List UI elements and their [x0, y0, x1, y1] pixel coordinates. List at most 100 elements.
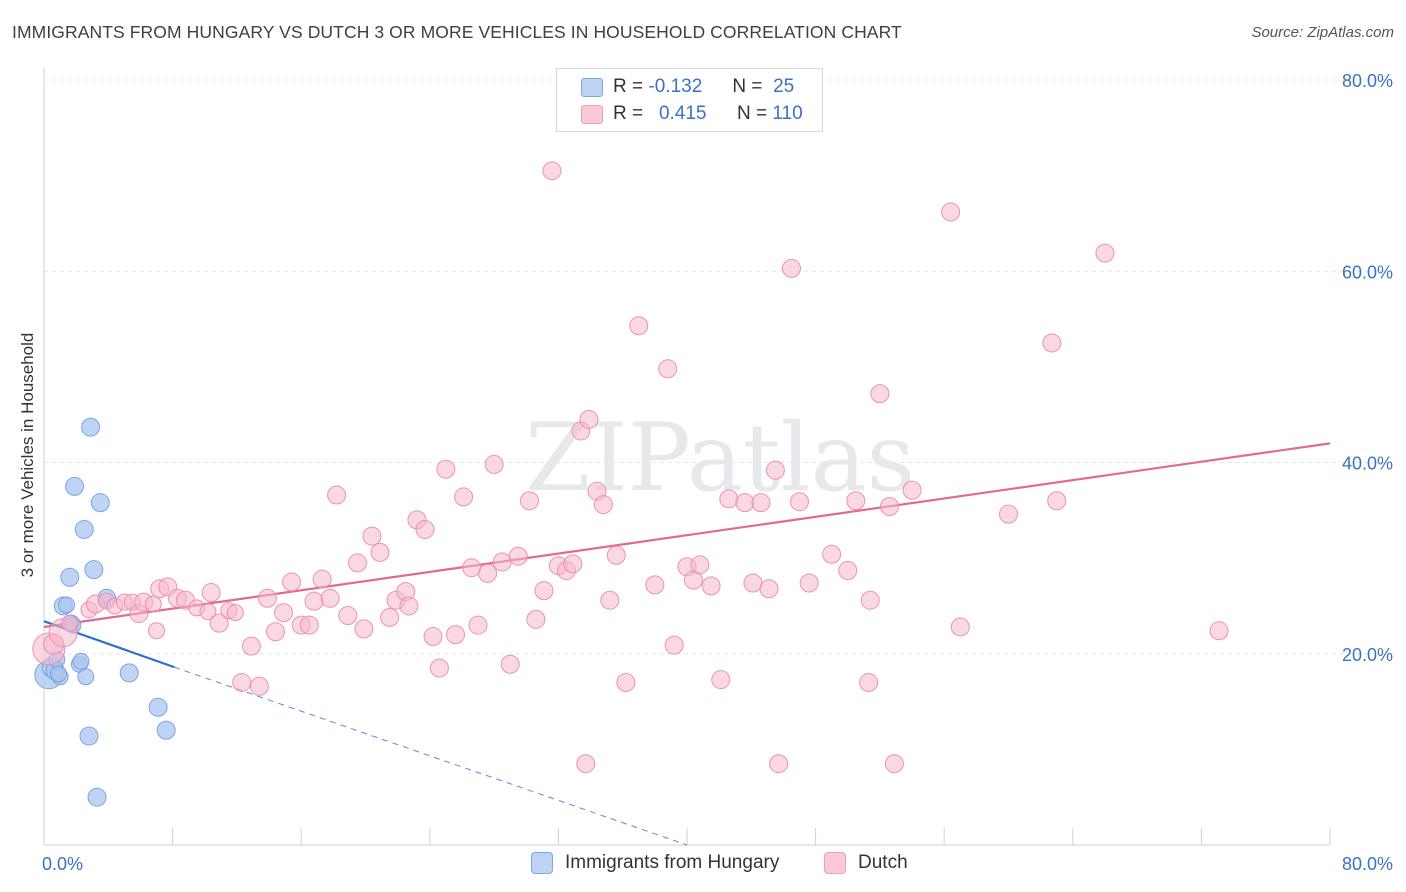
data-point — [241, 636, 261, 656]
data-point — [1047, 491, 1067, 511]
data-point — [616, 672, 636, 692]
y-tick-label: 60.0% — [1342, 262, 1393, 282]
data-point — [87, 787, 107, 807]
legend-swatch-dutch — [581, 104, 603, 124]
trend-line-hungary-extension — [174, 666, 688, 846]
data-point — [542, 161, 562, 181]
data-point — [519, 491, 539, 511]
data-point — [72, 652, 90, 670]
data-point — [282, 572, 302, 592]
x-tick-label: 0.0% — [42, 854, 83, 874]
data-point — [429, 658, 449, 678]
data-point — [354, 619, 374, 639]
bottom-legend-label-dutch: Dutch — [858, 852, 908, 873]
legend-n-value: 110 — [772, 103, 803, 124]
data-point — [74, 519, 94, 539]
legend-row-hungary: R = -0.132 N = 25 — [581, 74, 794, 100]
data-point — [60, 567, 80, 587]
legend-n-value: 25 — [773, 76, 795, 97]
data-point — [658, 359, 678, 379]
data-point — [58, 596, 76, 614]
data-point — [751, 493, 771, 513]
data-point — [370, 542, 390, 562]
legend-swatch-hungary — [581, 77, 603, 97]
data-point — [950, 617, 970, 637]
data-point — [759, 579, 779, 599]
data-point — [743, 573, 763, 593]
data-point — [462, 558, 482, 578]
data-point — [201, 583, 221, 603]
legend-r-label: R = — [613, 103, 644, 124]
data-point — [884, 754, 904, 774]
data-point — [799, 573, 819, 593]
source-label: Source: ZipAtlas.com — [1251, 24, 1394, 41]
bottom-legend: Immigrants from Hungary Dutch — [0, 852, 1406, 878]
data-point — [148, 622, 166, 640]
data-point — [902, 480, 922, 500]
data-point — [84, 560, 104, 580]
data-point — [299, 615, 319, 635]
data-point — [859, 672, 879, 692]
data-point — [860, 590, 880, 610]
data-point — [148, 697, 168, 717]
grid-lines — [44, 79, 1392, 655]
data-point — [781, 258, 801, 278]
legend-r-label: R = — [613, 76, 644, 97]
data-point — [274, 603, 294, 623]
data-point — [838, 561, 858, 581]
data-point — [304, 591, 324, 611]
data-point — [144, 595, 162, 613]
data-point — [90, 493, 110, 513]
data-point — [156, 720, 176, 740]
y-axis-label: 3 or more Vehicles in Household — [18, 332, 37, 578]
data-point — [735, 493, 755, 513]
data-point — [593, 495, 613, 515]
data-point — [446, 625, 466, 645]
data-point — [399, 596, 419, 616]
data-point — [199, 603, 217, 621]
data-point — [362, 526, 382, 546]
data-point — [265, 622, 285, 642]
bottom-legend-swatch-dutch — [824, 852, 846, 874]
data-point — [1209, 621, 1229, 641]
legend: R = -0.132 N = 25 R = 0.415 N = 110 — [556, 68, 823, 132]
data-point — [629, 316, 649, 336]
data-point — [1095, 243, 1115, 263]
data-point — [454, 487, 474, 507]
data-point — [790, 492, 810, 512]
data-point — [492, 552, 512, 572]
y-tick-label: 80.0% — [1342, 71, 1393, 91]
data-point — [312, 569, 332, 589]
y-tick-label: 20.0% — [1342, 645, 1393, 665]
data-point — [415, 519, 435, 539]
legend-n-label: N = — [736, 103, 768, 124]
data-point — [81, 417, 101, 437]
data-point — [347, 553, 367, 573]
legend-r-value: 0.415 — [658, 103, 707, 124]
data-point — [701, 576, 721, 596]
data-point — [606, 545, 626, 565]
series-dutch — [32, 161, 1229, 774]
data-point — [320, 588, 340, 608]
data-point — [468, 615, 488, 635]
data-point — [880, 496, 900, 516]
data-point — [645, 575, 665, 595]
data-point — [870, 384, 890, 404]
data-point — [769, 754, 789, 774]
data-point — [563, 554, 583, 574]
data-point — [61, 614, 79, 632]
legend-row-dutch: R = 0.415 N = 110 — [581, 101, 803, 127]
bottom-legend-swatch-hungary — [531, 852, 553, 874]
data-point — [576, 754, 596, 774]
data-point — [1042, 333, 1062, 353]
data-point — [65, 476, 85, 496]
data-point — [380, 607, 400, 627]
bottom-legend-label-hungary: Immigrants from Hungary — [565, 852, 780, 873]
data-points — [32, 161, 1229, 807]
chart-title: IMMIGRANTS FROM HUNGARY VS DUTCH 3 OR MO… — [12, 22, 902, 42]
data-point — [338, 606, 358, 625]
data-point — [941, 202, 961, 222]
data-point — [226, 604, 244, 622]
y-tick-label: 40.0% — [1342, 454, 1393, 474]
